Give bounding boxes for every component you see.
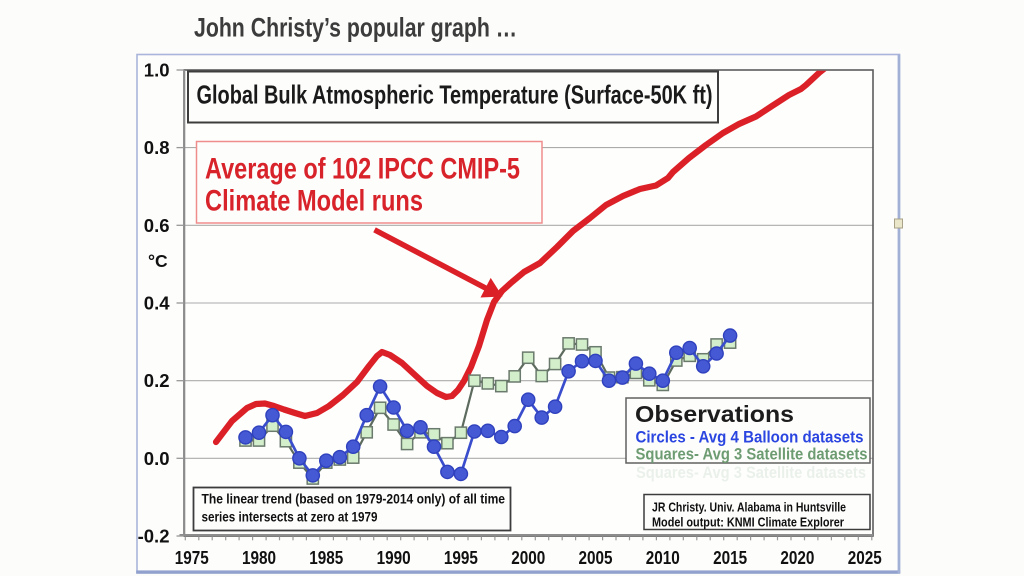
- svg-text:Climate Model runs: Climate Model runs: [205, 185, 423, 218]
- svg-text:°C: °C: [148, 251, 168, 271]
- svg-text:0.4: 0.4: [144, 293, 170, 314]
- svg-text:2000: 2000: [511, 547, 545, 568]
- svg-text:2010: 2010: [646, 547, 680, 568]
- svg-text:series intersects at zero at 1: series intersects at zero at 1979: [202, 509, 378, 525]
- svg-text:Squares- Avg 3 Satellite datas: Squares- Avg 3 Satellite datasets: [636, 464, 866, 482]
- svg-text:Observations: Observations: [635, 401, 794, 427]
- svg-text:2020: 2020: [780, 547, 814, 568]
- svg-text:2005: 2005: [579, 547, 613, 568]
- svg-text:1985: 1985: [309, 547, 343, 568]
- svg-text:Model output: KNMI Climate Exp: Model output: KNMI Climate Explorer: [652, 515, 844, 530]
- svg-text:2025: 2025: [848, 547, 882, 568]
- svg-text:1980: 1980: [242, 547, 276, 568]
- svg-text:1.0: 1.0: [144, 60, 170, 81]
- svg-text:The linear trend (based on 197: The linear trend (based on 1979-2014 onl…: [202, 491, 506, 507]
- svg-text:JR Christy. Univ. Alabama in H: JR Christy. Univ. Alabama in Huntsville: [652, 500, 846, 515]
- svg-text:1990: 1990: [377, 547, 411, 568]
- svg-text:-0.2: -0.2: [138, 526, 170, 547]
- svg-text:0.2: 0.2: [144, 370, 170, 391]
- svg-text:Circles - Avg 4 Balloon datase: Circles - Avg 4 Balloon datasets: [636, 429, 864, 447]
- svg-text:John Christy’s popular graph …: John Christy’s popular graph …: [194, 13, 517, 43]
- svg-text:0.8: 0.8: [144, 137, 170, 158]
- svg-text:Average of 102 IPCC CMIP-5: Average of 102 IPCC CMIP-5: [205, 153, 520, 186]
- svg-text:2015: 2015: [713, 547, 747, 568]
- svg-text:0.0: 0.0: [144, 448, 170, 469]
- svg-text:Global Bulk Atmospheric Temper: Global Bulk Atmospheric Temperature (Sur…: [197, 80, 713, 110]
- svg-text:0.6: 0.6: [144, 215, 170, 236]
- svg-text:Squares- Avg 3 Satellite datas: Squares- Avg 3 Satellite datasets: [636, 446, 868, 464]
- svg-text:1995: 1995: [444, 547, 478, 568]
- svg-text:1975: 1975: [175, 547, 209, 568]
